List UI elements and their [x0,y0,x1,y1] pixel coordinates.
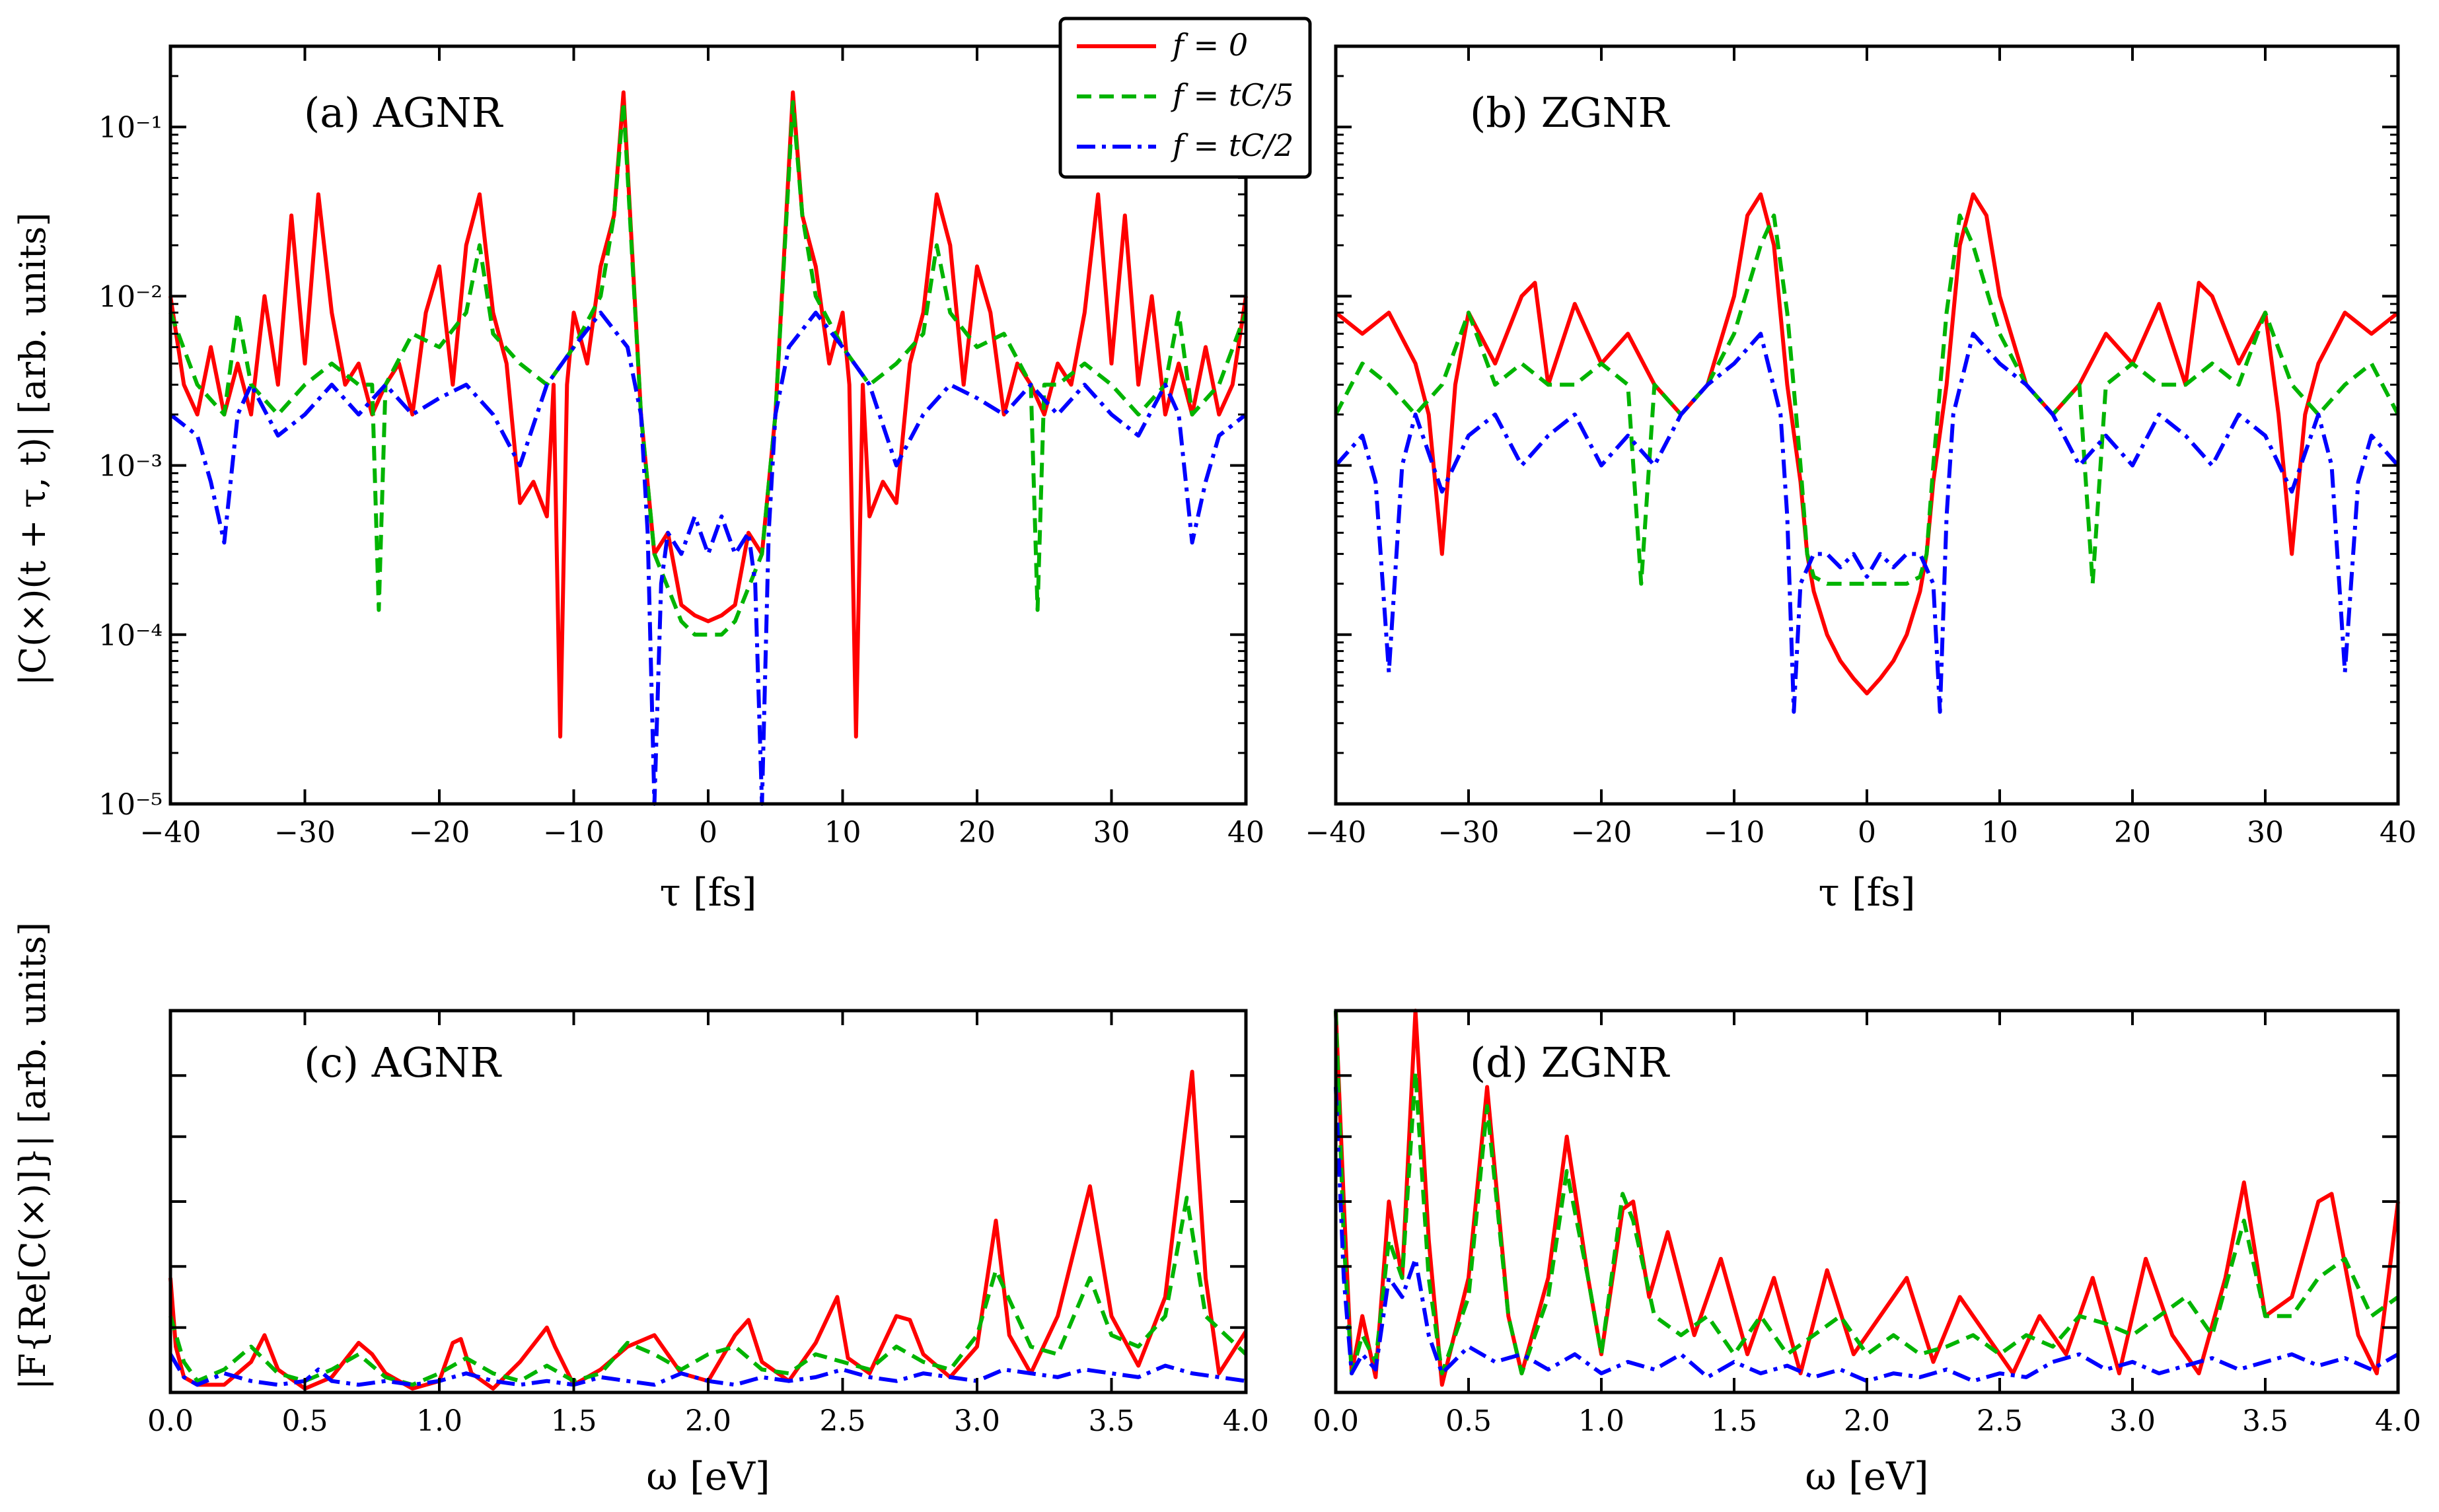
y-tick-label: 10⁻² [98,280,163,314]
panel-c-series-f2 [168,1353,1247,1387]
x-tick-label: 2.0 [685,1404,731,1438]
panel-b-series-f2 [1334,332,2400,714]
x-tick-label: −10 [1704,816,1765,849]
panel-c-ylabel: |F{Re[C(×)]}| [arb. units] [12,922,54,1390]
x-tick-label: −40 [1305,816,1367,849]
x-tick-label: 1.5 [1711,1404,1757,1438]
x-tick-label: 2.5 [820,1404,866,1438]
y-tick-label: 10⁻⁴ [98,619,163,653]
x-tick-label: 3.5 [1089,1404,1135,1438]
x-tick-label: −30 [1438,816,1500,849]
x-tick-label: −20 [1571,816,1632,849]
panel-a-series-f5 [168,100,1248,637]
x-tick-label: 40 [2380,816,2417,849]
panel-b-series-f0 [1334,192,2399,696]
legend-label-f2: f = tC/2 [1171,127,1293,163]
x-tick-label: 10 [1981,816,2018,849]
legend: f = 0 f = tC/5 f = tC/2 [1058,17,1312,179]
panel-d-series-f2 [1334,1087,2399,1383]
panel-c-series-f0 [168,1069,1248,1391]
legend-box [1058,17,1312,179]
x-tick-label: 40 [1227,816,1264,849]
panel-c-xlabel: ω [eV] [646,1454,770,1499]
x-tick-label: 2.5 [1977,1404,2023,1438]
x-tick-label: −20 [409,816,470,849]
x-tick-label: 10 [824,816,861,849]
x-tick-label: −30 [274,816,336,849]
x-tick-label: 4.0 [2375,1404,2421,1438]
x-tick-label: 1.0 [416,1404,462,1438]
legend-label-f5: f = tC/5 [1171,77,1293,113]
panel-c-series-f5 [168,1196,1248,1387]
y-tick-label: 10⁻⁵ [98,788,163,822]
panel-a-title: (a) AGNR [304,89,504,137]
x-tick-label: 0.5 [1445,1404,1492,1438]
x-tick-label: 0.5 [282,1404,328,1438]
x-tick-label: −10 [543,816,604,849]
x-tick-label: 0 [699,816,717,849]
x-tick-label: 0.0 [1313,1404,1359,1438]
panel-b-title: (b) ZGNR [1470,89,1671,137]
y-tick-label: 10⁻¹ [98,111,163,145]
x-tick-label: 20 [2114,816,2151,849]
x-tick-label: −40 [140,816,201,849]
x-tick-label: 30 [1093,816,1130,849]
panel-a-ylabel: |C(×)(t + τ, t)| [arb. units] [12,213,54,686]
x-tick-label: 1.5 [551,1404,597,1438]
panel-a-series-f2 [169,310,1247,806]
panel-c-title: (c) AGNR [304,1038,502,1087]
x-tick-label: 0.0 [147,1404,194,1438]
x-tick-label: 3.0 [2109,1404,2156,1438]
panel-b-series-f5 [1334,213,2400,586]
x-tick-label: 4.0 [1223,1404,1269,1438]
panel-c: (c) AGNR ω [eV] |F{Re[C(×)]}| [arb. unit… [12,922,1269,1499]
panel-d-series-f0 [1334,1009,2400,1387]
panel-b-frame [1334,44,2400,806]
x-tick-label: 30 [2247,816,2284,849]
panel-b: (b) ZGNR τ [fs] −40 −30 −20 −10 0 10 20 30 40 [1305,44,2417,915]
panel-b-xlabel: τ [fs] [1818,870,1915,915]
x-tick-label: 1.0 [1578,1404,1624,1438]
x-tick-label: 3.0 [954,1404,1000,1438]
panel-d-xlabel: ω [eV] [1805,1454,1928,1499]
panel-d: (d) ZGNR ω [eV] 0.0 0.5 1.0 1.5 2.0 2.5 3.0 3.5… [1313,1009,2421,1499]
legend-label-f0: f = 0 [1171,27,1248,63]
x-tick-label: 0 [1858,816,1876,849]
y-tick-label: 10⁻³ [98,450,163,484]
panel-a-xlabel: τ [fs] [659,870,756,915]
x-tick-label: 20 [959,816,996,849]
x-tick-label: 2.0 [1844,1404,1890,1438]
x-tick-label: 3.5 [2242,1404,2288,1438]
panel-a-series-f0 [168,90,1248,739]
panel-d-title: (d) ZGNR [1470,1038,1671,1087]
